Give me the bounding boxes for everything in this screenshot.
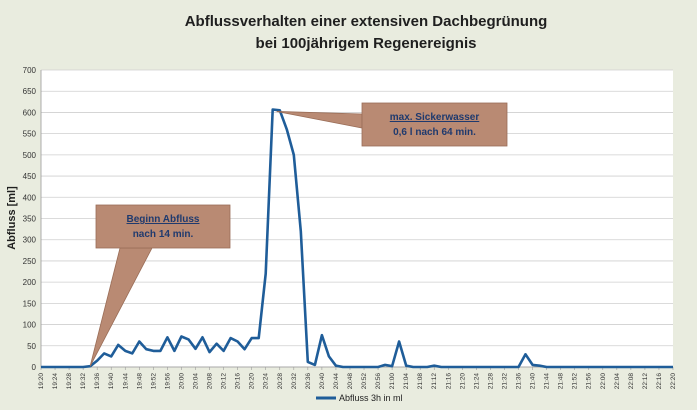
x-tick-label: 21:28 — [487, 373, 494, 390]
callout-detail: 0,6 l nach 64 min. — [393, 127, 476, 138]
y-tick-label: 550 — [23, 130, 37, 139]
x-tick-label: 21:04 — [403, 373, 410, 390]
callout-box — [95, 204, 231, 249]
y-tick-label: 50 — [27, 342, 36, 351]
x-tick-label: 21:40 — [530, 373, 537, 390]
x-tick-label: 19:24 — [52, 373, 59, 390]
y-tick-label: 600 — [23, 108, 37, 117]
y-tick-label: 350 — [23, 215, 37, 224]
y-tick-label: 100 — [23, 321, 37, 330]
chart-title-line-1: Abflussverhalten einer extensiven Dachbe… — [185, 13, 548, 30]
y-tick-label: 250 — [23, 257, 37, 266]
x-tick-label: 21:00 — [389, 373, 396, 390]
y-tick-label: 650 — [23, 87, 37, 96]
legend-label: Abfluss 3h in ml — [339, 393, 403, 403]
x-tick-label: 20:28 — [277, 373, 284, 390]
series-layer — [40, 108, 674, 369]
x-tick-label: 21:36 — [516, 373, 523, 390]
y-tick-label: 450 — [23, 172, 37, 181]
x-tick-label: 22:00 — [600, 373, 607, 390]
y-tick-label: 500 — [23, 151, 37, 160]
x-tick-label: 22:12 — [642, 373, 649, 390]
x-tick-label: 21:52 — [572, 373, 579, 390]
x-tick-label: 20:40 — [319, 373, 326, 390]
x-tick-label: 21:24 — [473, 373, 480, 390]
x-tick-label: 22:04 — [614, 373, 621, 390]
x-tick-label: 20:36 — [305, 373, 312, 390]
x-tick-label: 19:52 — [150, 373, 157, 390]
x-tick-label: 20:04 — [192, 373, 199, 390]
x-tick-label: 20:44 — [333, 373, 340, 390]
x-tick-label: 20:48 — [347, 373, 354, 390]
x-tick-labels: 19:20 19:24 19:28 19:32 19:36 19:40 19:44 19:48… — [38, 367, 677, 389]
y-tick-label: 0 — [32, 363, 37, 372]
callout-title: Beginn Abfluss — [127, 214, 200, 225]
x-tick-label: 20:12 — [221, 373, 228, 390]
callout-detail: nach 14 min. — [133, 229, 194, 240]
x-tick-label: 19:48 — [136, 373, 143, 390]
x-tick-label: 21:32 — [501, 373, 508, 390]
y-axis-label: Abfluss [ml] — [6, 186, 18, 250]
y-tick-label: 200 — [23, 278, 37, 287]
x-tick-label: 20:20 — [249, 373, 256, 390]
x-tick-label: 19:36 — [94, 373, 101, 390]
x-tick-label: 20:08 — [207, 373, 214, 390]
x-tick-label: 22:08 — [628, 373, 635, 390]
x-tick-label: 21:20 — [459, 373, 466, 390]
x-tick-label: 21:56 — [586, 373, 593, 390]
y-tick-label: 400 — [23, 193, 37, 202]
x-tick-label: 19:40 — [108, 373, 115, 390]
x-tick-label: 19:44 — [122, 373, 129, 390]
callout-box — [361, 102, 508, 147]
y-tick-label: 700 — [23, 66, 37, 75]
x-tick-label: 19:20 — [38, 373, 45, 390]
callout-title: max. Sickerwasser — [390, 112, 480, 123]
x-tick-label: 21:44 — [544, 373, 551, 390]
x-tick-label: 19:56 — [164, 373, 171, 390]
y-tick-label: 150 — [23, 299, 37, 308]
x-tick-label: 20:00 — [178, 373, 185, 390]
legend: Abfluss 3h in ml — [316, 393, 403, 403]
x-tick-label: 19:32 — [80, 373, 87, 390]
x-tick-label: 20:56 — [375, 373, 382, 390]
y-tick-labels: 0 50 100 150 200 250 300 350 400 450 500 550 600 650 7… — [23, 66, 37, 372]
x-tick-label: 20:24 — [263, 373, 270, 390]
x-tick-label: 20:52 — [361, 373, 368, 390]
x-tick-label: 22:20 — [670, 373, 677, 390]
callouts: Beginn Abfluss nach 14 min. max. Sickerwas… — [89, 102, 508, 367]
x-tick-label: 21:08 — [417, 373, 424, 390]
y-tick-label: 300 — [23, 236, 37, 245]
x-tick-label: 20:16 — [235, 373, 242, 390]
x-tick-label: 21:48 — [558, 373, 565, 390]
chart-title-line-2: bei 100jährigem Regenereignis — [256, 35, 477, 52]
x-tick-label: 21:12 — [431, 373, 438, 390]
x-tick-label: 21:16 — [445, 373, 452, 390]
x-tick-label: 20:32 — [291, 373, 298, 390]
x-tick-label: 22:16 — [656, 373, 663, 390]
x-tick-label: 19:28 — [66, 373, 73, 390]
